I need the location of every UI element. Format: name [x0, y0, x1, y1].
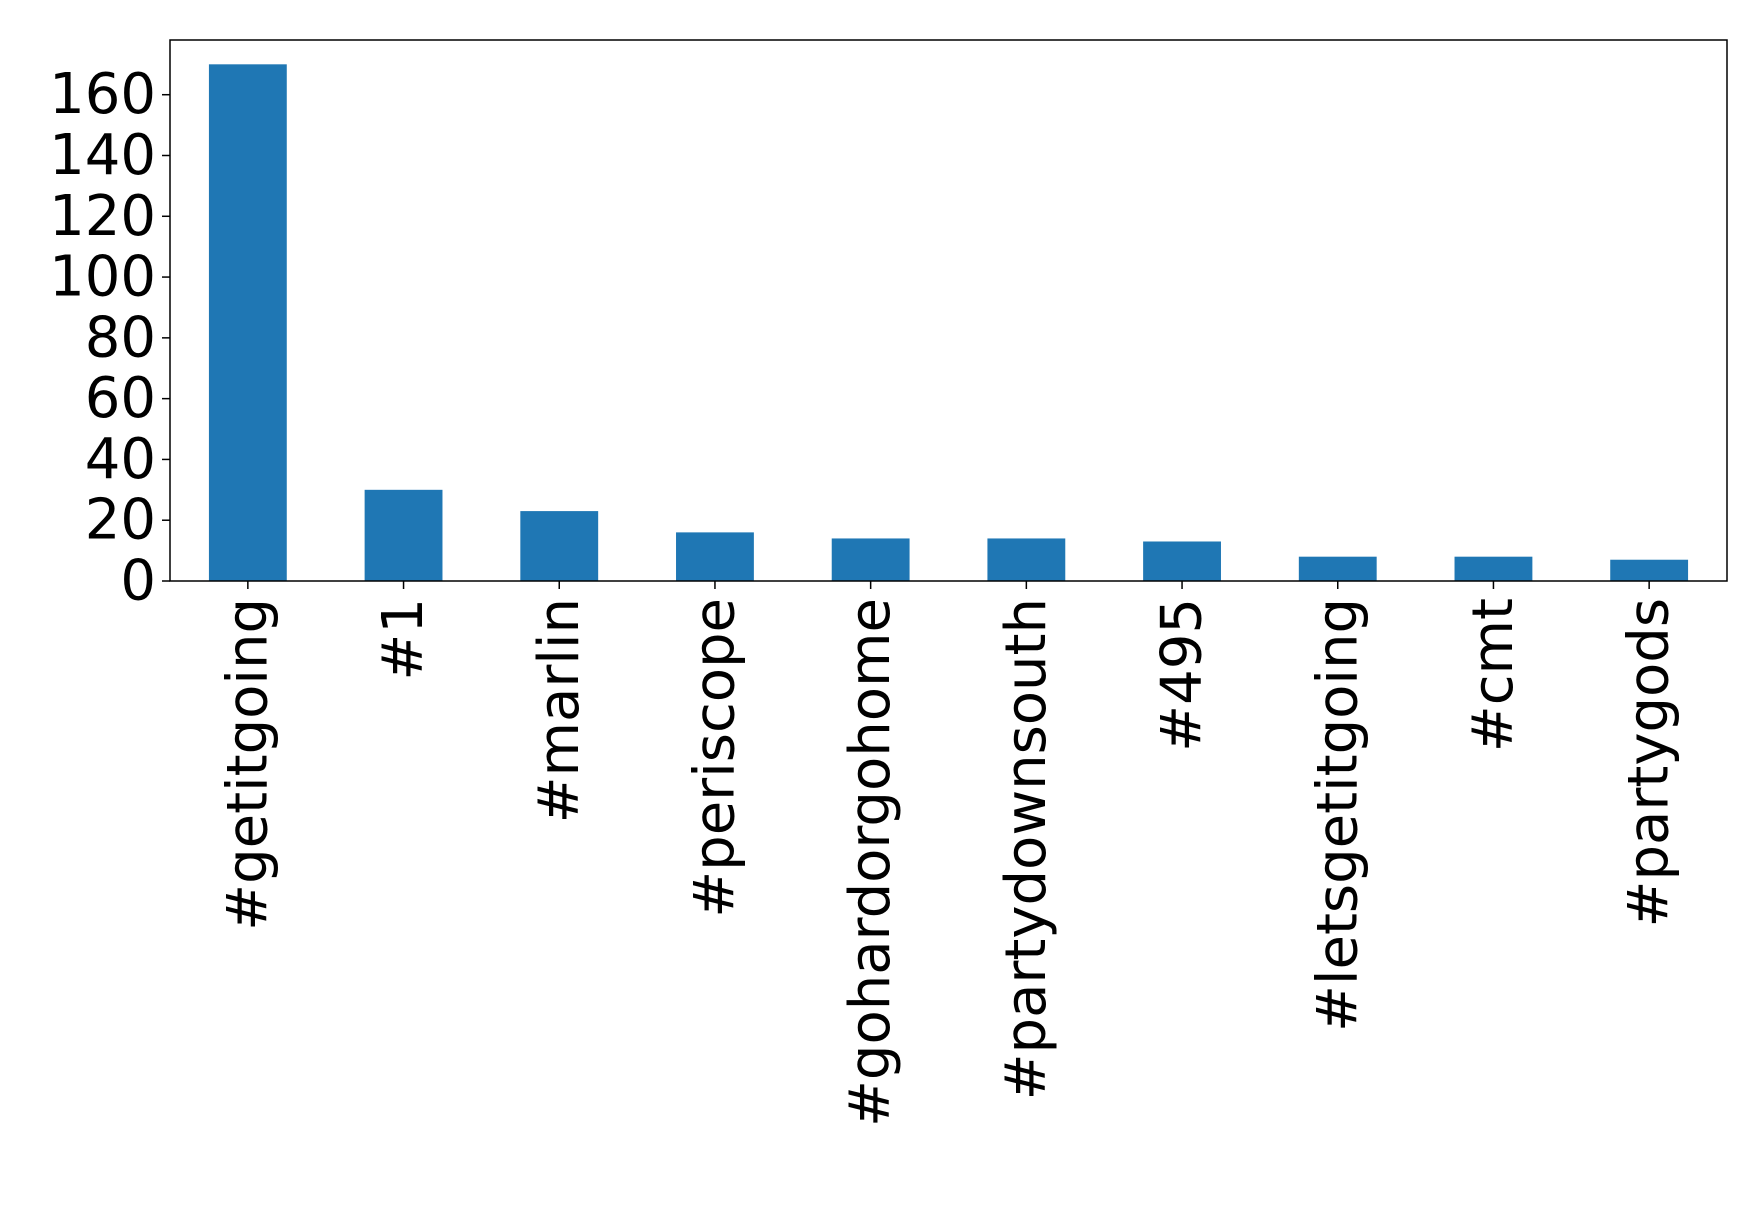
bar — [676, 532, 754, 581]
y-tick-label: 80 — [85, 305, 156, 370]
x-tick-label: #periscope — [682, 598, 747, 918]
x-tick-label: #getitgoing — [215, 598, 280, 931]
y-tick-label: 0 — [120, 549, 156, 614]
y-tick-label: 20 — [85, 488, 156, 553]
x-tick-label: #gohardorgohome — [838, 598, 903, 1127]
bar — [1610, 559, 1689, 581]
x-tick-label: #1 — [371, 598, 436, 681]
x-tick-label: #partygods — [1617, 598, 1682, 927]
y-tick-label: 100 — [49, 245, 156, 310]
y-tick-label: 140 — [49, 123, 156, 188]
bar — [1298, 556, 1377, 581]
y-tick-label: 60 — [85, 366, 156, 431]
x-tick-label: #letsgetitgoing — [1305, 598, 1370, 1032]
bar — [520, 511, 599, 581]
x-tick-label: #marlin — [527, 598, 592, 823]
x-tick-label: #partydownsouth — [994, 598, 1059, 1100]
bar — [831, 538, 910, 581]
x-tick-label: #cmt — [1461, 598, 1526, 752]
bar — [208, 64, 287, 582]
bar — [364, 489, 443, 581]
x-axis-ticks: #getitgoing #1 #marlin #periscope #gohardorg… — [215, 581, 1682, 1127]
bar — [987, 538, 1066, 581]
bar — [1454, 556, 1533, 581]
y-tick-label: 40 — [85, 427, 156, 492]
plot-frame — [169, 39, 1728, 582]
y-tick-label: 160 — [49, 62, 156, 127]
bars-group — [208, 64, 1689, 582]
bar — [1143, 541, 1221, 581]
y-tick-label: 120 — [49, 184, 156, 249]
x-tick-label: #495 — [1150, 598, 1215, 752]
